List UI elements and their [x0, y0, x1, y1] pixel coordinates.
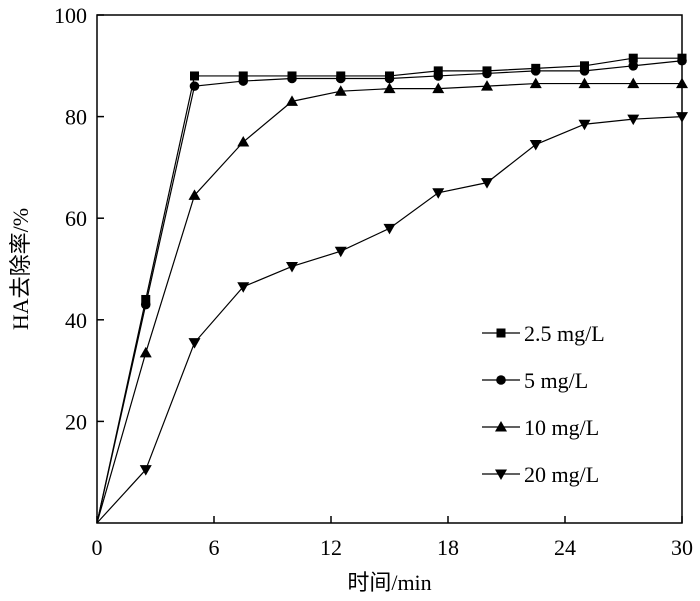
data-point: [481, 80, 493, 91]
legend-marker: [496, 328, 506, 338]
data-point: [286, 95, 298, 106]
legend-item: 5 mg/L: [482, 368, 588, 393]
series-1: [96, 55, 687, 524]
data-point: [287, 73, 297, 84]
data-point: [140, 299, 151, 310]
y-axis-title: HA去除率/%: [8, 208, 33, 330]
data-point: [334, 246, 347, 258]
data-point: [482, 68, 492, 79]
data-point: [188, 189, 201, 200]
x-tick-label: 24: [554, 535, 576, 560]
data-point: [580, 61, 589, 71]
data-point: [384, 73, 395, 84]
data-point: [334, 85, 347, 96]
data-point: [190, 71, 199, 81]
x-tick-label: 18: [437, 535, 459, 560]
data-point: [141, 294, 151, 304]
data-point: [139, 465, 152, 476]
data-point: [530, 66, 541, 76]
data-point: [433, 71, 444, 81]
plot-area: 0 6 12 18 24 30 20 40 60 80 100: [54, 3, 693, 560]
data-point: [627, 114, 640, 126]
data-point: [676, 77, 688, 89]
data-point: [383, 82, 396, 94]
x-tick-label: 30: [671, 535, 693, 560]
series-3: [96, 112, 688, 524]
data-point: [238, 71, 248, 81]
legend-marker: [495, 469, 507, 480]
data-point: [579, 66, 590, 76]
data-point: [481, 178, 493, 189]
legend: 2.5 mg/L 5 mg/L 10 mg/L 20 mg/L: [482, 321, 605, 487]
data-point: [628, 53, 638, 63]
data-point: [432, 82, 445, 94]
legend-label: 2.5 mg/L: [524, 321, 605, 346]
data-point: [676, 112, 688, 123]
data-point: [529, 140, 542, 151]
legend-item: 10 mg/L: [482, 415, 599, 440]
plot-frame: [96, 14, 683, 524]
x-tick-label: 12: [320, 535, 342, 560]
x-tick-label: 6: [209, 535, 220, 560]
legend-item: 20 mg/L: [482, 462, 599, 487]
data-point: [383, 223, 396, 235]
y-tick-label: 100: [54, 3, 87, 28]
data-point: [335, 73, 346, 84]
data-point: [628, 61, 639, 71]
data-point: [529, 77, 542, 89]
data-point: [237, 282, 250, 293]
data-point: [677, 55, 687, 66]
data-point: [578, 119, 591, 131]
legend-marker: [496, 375, 506, 385]
legend-label: 5 mg/L: [524, 368, 588, 393]
data-point: [433, 66, 443, 76]
y-tick-label: 20: [65, 409, 87, 434]
data-point: [627, 77, 640, 89]
data-point: [432, 188, 445, 199]
x-axis-title: 时间/min: [347, 570, 431, 595]
series-2: [96, 77, 688, 524]
data-point: [238, 76, 249, 86]
series-line: [96, 82, 682, 524]
data-point: [188, 338, 201, 349]
data-point: [189, 81, 200, 91]
legend-marker: [495, 421, 507, 432]
y-tick-label: 80: [65, 105, 87, 130]
data-point: [286, 261, 298, 273]
y-tick-label: 40: [65, 308, 87, 333]
x-tick-label: 0: [92, 535, 103, 560]
y-tick-label: 60: [65, 206, 87, 231]
legend-label: 20 mg/L: [524, 462, 599, 487]
series-line: [96, 60, 683, 524]
data-point: [139, 346, 152, 358]
legend-item: 2.5 mg/L: [482, 321, 605, 346]
legend-label: 10 mg/L: [524, 415, 599, 440]
data-point: [237, 136, 250, 147]
data-point: [578, 77, 591, 89]
